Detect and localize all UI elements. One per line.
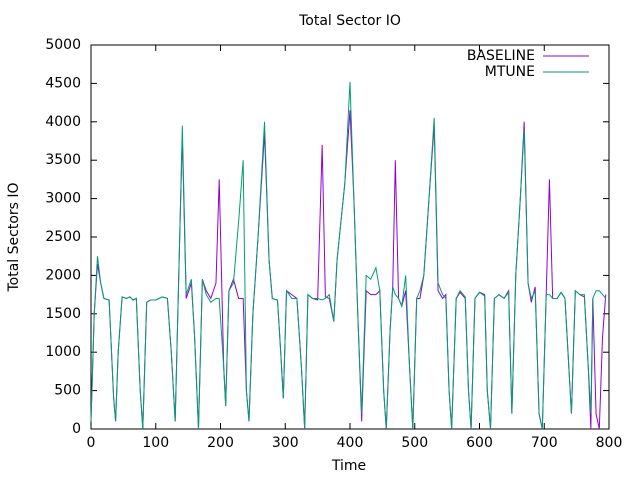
legend-label: MTUNE <box>485 64 535 80</box>
y-tick-label: 3000 <box>45 191 81 207</box>
plot-border <box>90 44 610 430</box>
series-line <box>90 110 607 430</box>
x-tick-label: 500 <box>401 435 428 451</box>
y-axis-label: Total Sectors IO <box>6 182 22 292</box>
x-axis-label: Time <box>331 458 366 474</box>
y-tick-label: 500 <box>54 383 81 399</box>
x-tick-label: 800 <box>596 435 623 451</box>
y-tick-label: 2000 <box>45 267 81 283</box>
y-tick-label: 1500 <box>45 306 81 322</box>
y-tick-label: 3500 <box>45 152 81 168</box>
x-tick-label: 300 <box>272 435 299 451</box>
x-tick-label: 600 <box>466 435 493 451</box>
y-tick-label: 4500 <box>45 75 81 91</box>
y-tick-label: 5000 <box>45 37 81 53</box>
chart-title: Total Sector IO <box>298 13 401 29</box>
y-tick-label: 1000 <box>45 344 81 360</box>
x-tick-label: 100 <box>142 435 169 451</box>
series-line <box>90 81 607 430</box>
y-tick-label: 2500 <box>45 229 81 245</box>
x-tick-label: 700 <box>531 435 558 451</box>
y-tick-label: 4000 <box>45 114 81 130</box>
x-tick-label: 0 <box>87 435 96 451</box>
x-tick-label: 400 <box>337 435 364 451</box>
x-tick-label: 200 <box>207 435 234 451</box>
y-tick-label: 0 <box>72 421 81 437</box>
legend-label: BASELINE <box>467 48 535 64</box>
